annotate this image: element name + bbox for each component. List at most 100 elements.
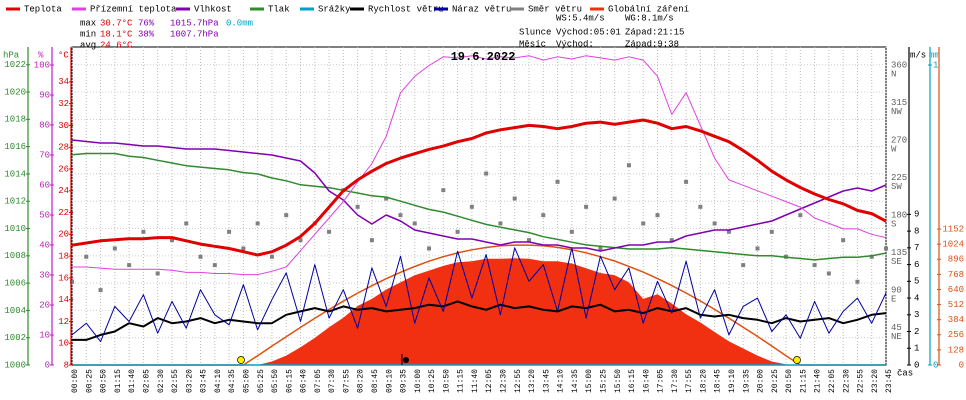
x-tick-label: 15:00 <box>585 369 594 393</box>
direction-point <box>669 238 674 243</box>
direction-point <box>284 213 289 218</box>
x-tick-label: 21:40 <box>814 369 823 393</box>
stat-value: 1007.7hPa <box>170 29 219 39</box>
x-tick-label: 01:15 <box>114 369 123 393</box>
stat-label: max <box>80 18 96 28</box>
x-tick-label: 16:40 <box>642 369 651 393</box>
direction-point <box>184 221 189 226</box>
y-tick-label: 8 <box>64 360 69 370</box>
info-ws: WS:5.4m/s <box>556 13 605 23</box>
series-line <box>71 152 887 261</box>
direction-point <box>70 279 74 284</box>
x-tick-label: 14:35 <box>571 369 580 393</box>
y-tick-label: 1022 <box>4 60 26 70</box>
y-tick-label: 1024 <box>942 240 964 250</box>
sunrise-marker <box>237 356 245 364</box>
x-tick-label: 07:30 <box>328 369 337 393</box>
legend-label: Přízemní teplota <box>90 4 177 14</box>
compass-label: NW <box>891 107 902 117</box>
direction-point <box>598 246 603 251</box>
y-tick-label: 90 <box>891 285 902 295</box>
x-tick-label: 23:20 <box>871 369 880 393</box>
y-tick-label: 384 <box>948 315 964 325</box>
x-tick-label: 02:05 <box>143 369 152 393</box>
direction-point <box>469 204 474 209</box>
y-tick-label: 256 <box>948 330 964 340</box>
x-tick-label: 05:00 <box>242 369 251 393</box>
x-tick-label: 16:15 <box>628 369 637 393</box>
direction-point <box>641 221 646 226</box>
y-tick-label: 1016 <box>4 142 26 152</box>
x-tick-label: 17:05 <box>657 369 666 393</box>
x-tick-label: 09:35 <box>400 369 409 393</box>
legend-label: Vlhkost <box>194 4 232 14</box>
series-line <box>72 300 887 341</box>
direction-point <box>741 263 746 268</box>
direction-point <box>769 229 774 234</box>
legend-label: Globální záření <box>608 4 689 14</box>
y-tick-label: 1012 <box>4 197 26 207</box>
y-tick-label: 4 <box>914 293 919 303</box>
direction-point <box>412 221 417 226</box>
direction-point <box>684 179 689 184</box>
x-tick-label: 14:10 <box>557 369 566 393</box>
y-tick-label: 1008 <box>4 251 26 261</box>
x-tick-label: 08:20 <box>357 369 366 393</box>
series-line <box>71 247 887 343</box>
moonset-marker <box>403 357 409 363</box>
direction-point <box>584 204 589 209</box>
y-tick-label: 22 <box>58 208 69 218</box>
direction-point <box>569 229 574 234</box>
x-tick-label: 22:30 <box>842 369 851 393</box>
legend-label: Náraz větru <box>452 4 511 14</box>
legend-label: Teplota <box>24 4 62 14</box>
sunset-marker <box>793 356 801 364</box>
y-tick-label: 0 <box>933 360 938 370</box>
x-tick-label: 21:15 <box>799 369 808 393</box>
y-tick-label: 0 <box>914 360 919 370</box>
x-tick-label: 10:25 <box>428 369 437 393</box>
y-tick-label: 3 <box>914 310 919 320</box>
y-tick-label: 45 <box>891 323 902 333</box>
direction-point <box>98 288 103 293</box>
info-moonset: Západ:9:38 <box>625 39 679 49</box>
y-tick-label: 18 <box>58 251 69 261</box>
y-tick-label: 1018 <box>4 115 26 125</box>
axis-title: hPa <box>3 50 20 60</box>
x-tick-label: 05:50 <box>271 369 280 393</box>
direction-point <box>484 171 489 176</box>
x-tick-label: 12:05 <box>485 369 494 393</box>
y-tick-label: 34 <box>58 77 69 87</box>
x-tick-label: 04:35 <box>228 369 237 393</box>
compass-label: N <box>891 70 896 80</box>
x-tick-label: 07:05 <box>314 369 323 393</box>
direction-point <box>198 254 203 259</box>
x-tick-label: 04:10 <box>214 369 223 393</box>
direction-point <box>455 229 460 234</box>
x-tick-label: 13:20 <box>528 369 537 393</box>
x-tick-label: 10:50 <box>442 369 451 393</box>
direction-point <box>626 163 631 168</box>
x-tick-label: 19:10 <box>728 369 737 393</box>
info-wg: WG:8.1m/s <box>625 13 674 23</box>
direction-point <box>327 229 332 234</box>
y-tick-label: 1152 <box>942 224 964 234</box>
direction-point <box>155 271 160 276</box>
direction-point <box>826 271 831 276</box>
compass-label: SW <box>891 182 902 192</box>
x-tick-label: 08:45 <box>371 369 380 393</box>
direction-point <box>255 221 260 226</box>
x-tick-label: 13:45 <box>542 369 551 393</box>
y-tick-label: 360 <box>891 61 907 71</box>
y-tick-label: 24 <box>58 186 69 196</box>
y-tick-label: 0 <box>45 360 50 370</box>
legend-label: Srážky <box>318 4 351 14</box>
x-tick-label: 01:40 <box>128 369 137 393</box>
direction-point <box>369 238 374 243</box>
legend-label: Rychlost větru <box>368 4 444 14</box>
x-tick-label: 20:25 <box>771 369 780 393</box>
x-tick-label: 05:25 <box>257 369 266 393</box>
direction-point <box>212 263 217 268</box>
direction-point <box>884 246 888 251</box>
direction-point <box>84 254 89 259</box>
